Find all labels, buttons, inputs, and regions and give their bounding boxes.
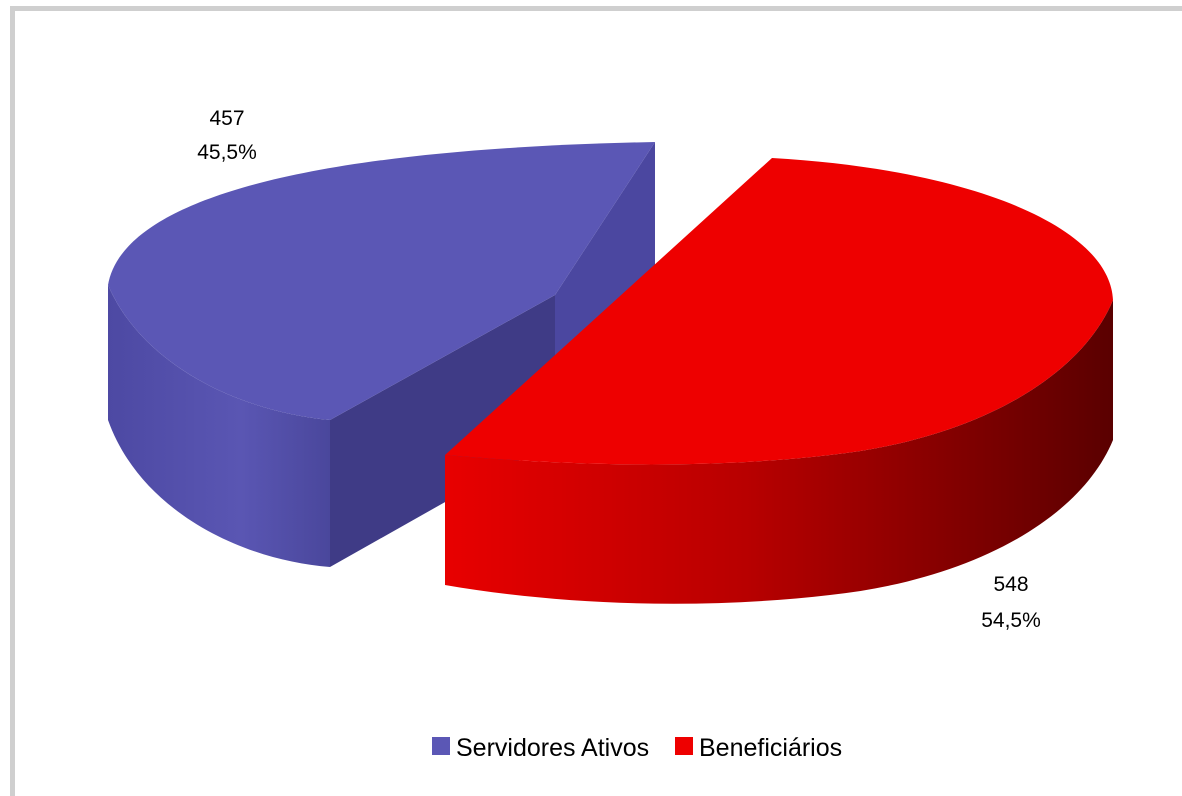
legend-label-beneficiarios: Beneficiários [699, 734, 842, 762]
slice-beneficiarios-top [445, 158, 1113, 465]
legend-swatch-beneficiarios [675, 737, 693, 755]
slice-beneficiarios-side [445, 300, 1113, 604]
frame-border-left [10, 6, 15, 796]
label-servidores-ativos-value: 457 [209, 107, 244, 130]
slice-servidores-ativos-cut-face [330, 295, 555, 567]
slice-servidores-ativos [108, 142, 655, 567]
slice-servidores-ativos-top [108, 142, 655, 420]
label-beneficiarios-percent: 54,5% [981, 609, 1041, 632]
label-servidores-ativos-percent: 45,5% [197, 141, 257, 164]
label-beneficiarios-value: 548 [993, 573, 1028, 596]
frame-border-top [10, 6, 1182, 11]
legend-swatch-servidores-ativos [432, 737, 450, 755]
legend: Servidores Ativos Beneficiários [432, 734, 842, 762]
slice-servidores-ativos-side [108, 285, 330, 567]
slice-beneficiarios [445, 158, 1113, 604]
legend-label-servidores-ativos: Servidores Ativos [456, 734, 649, 762]
